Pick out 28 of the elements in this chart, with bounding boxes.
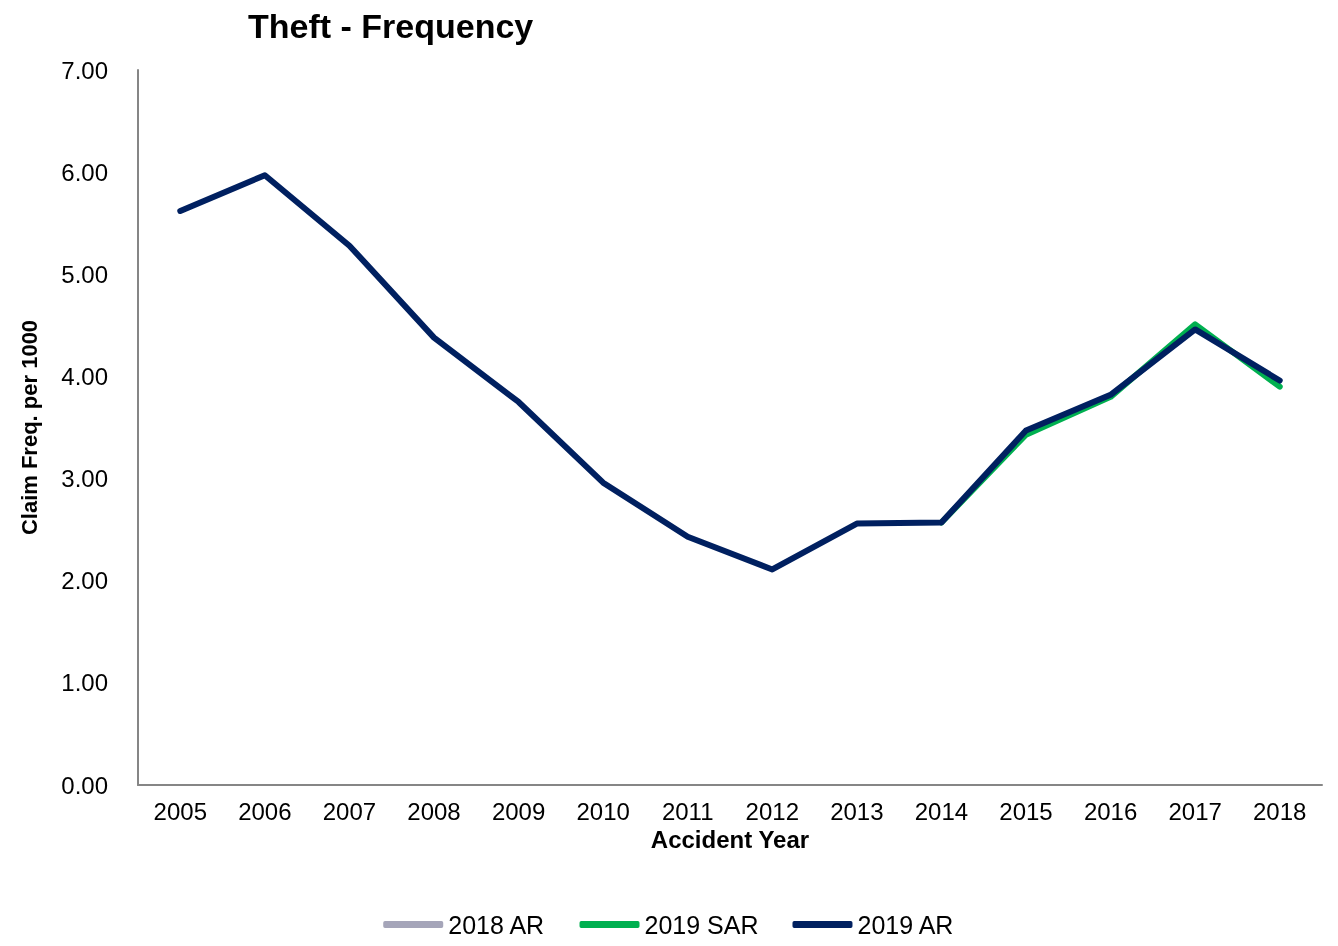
x-tick-label: 2011 <box>661 797 714 825</box>
x-tick-label: 2010 <box>576 797 630 825</box>
chart-title: Theft - Frequency <box>248 7 534 45</box>
y-axis-title: Claim Freq. per 1000 <box>16 319 42 536</box>
legend-label: 2018 AR <box>448 910 545 939</box>
x-tick-label: 2013 <box>830 797 884 825</box>
y-tick-label: 4.00 <box>61 362 108 390</box>
y-tick-label: 7.00 <box>61 56 108 84</box>
legend-label: 2019 SAR <box>644 910 759 939</box>
y-tick-label: 5.00 <box>61 260 108 288</box>
y-tick-label: 0.00 <box>61 771 108 799</box>
x-tick-label: 2005 <box>153 797 207 825</box>
y-tick-label: 2.00 <box>61 567 108 595</box>
legend-label: 2019 AR <box>857 910 954 939</box>
x-tick-label: 2018 <box>1253 797 1307 825</box>
x-tick-label: 2009 <box>491 797 546 825</box>
y-tick-label: 3.00 <box>61 465 108 493</box>
y-tick-label: 6.00 <box>61 158 108 186</box>
y-tick-label: 1.00 <box>61 669 108 697</box>
x-tick-label: 2008 <box>407 797 461 825</box>
x-tick-label: 2012 <box>745 797 799 825</box>
x-tick-label: 2014 <box>914 797 969 825</box>
x-tick-label: 2007 <box>322 797 377 825</box>
x-tick-label: 2017 <box>1168 797 1222 825</box>
x-tick-label: 2016 <box>1083 797 1138 825</box>
x-axis-title: Accident Year <box>650 826 810 854</box>
x-tick-label: 2015 <box>999 797 1053 825</box>
x-tick-label: 2006 <box>238 797 292 825</box>
